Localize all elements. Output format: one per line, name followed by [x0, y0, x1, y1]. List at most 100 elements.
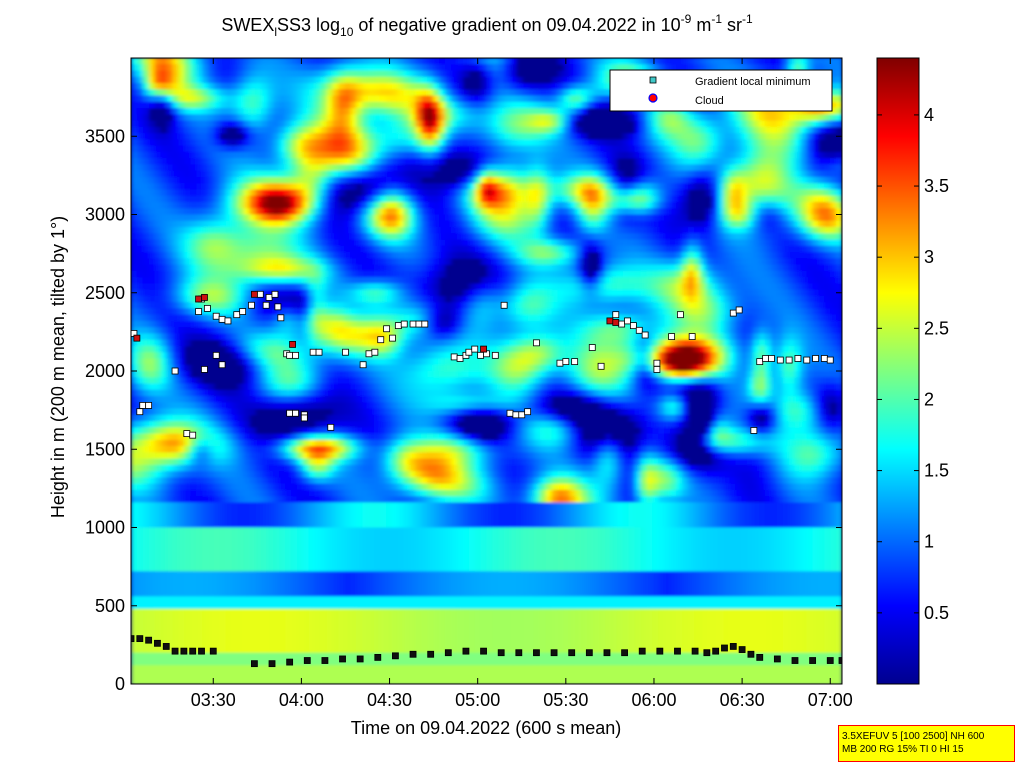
heatmap-cell	[723, 239, 731, 247]
heatmap-cell	[498, 264, 505, 272]
heatmap-cell	[646, 133, 653, 140]
heatmap-cell	[557, 89, 565, 97]
heatmap-cell	[314, 170, 322, 178]
heatmap-cell	[314, 145, 322, 153]
heatmap-cell	[492, 76, 499, 84]
heatmap-cell	[735, 258, 742, 266]
heatmap-cell	[800, 176, 808, 184]
heatmap-cell	[486, 145, 494, 153]
heatmap-cell	[646, 170, 653, 178]
heatmap-cell	[385, 320, 393, 328]
heatmap-cell	[445, 58, 452, 65]
heatmap-cell	[213, 158, 221, 166]
heatmap-cell	[136, 64, 144, 72]
heatmap-cell	[664, 158, 671, 166]
heatmap-cell	[616, 252, 624, 259]
heatmap-cell	[142, 170, 150, 178]
heatmap-cell	[166, 158, 174, 166]
heatmap-cell	[504, 126, 511, 134]
heatmap-cell	[616, 201, 624, 209]
heatmap-cell	[279, 139, 286, 147]
heatmap-cell	[516, 239, 523, 247]
heatmap-cell	[711, 176, 719, 184]
heatmap-cell	[249, 327, 257, 335]
heatmap-cell	[610, 258, 618, 266]
heatmap-cell	[415, 264, 422, 272]
heatmap-cell	[670, 283, 677, 291]
heatmap-cell	[605, 220, 612, 228]
heatmap-cell	[356, 164, 363, 172]
heatmap-cell	[474, 120, 482, 128]
heatmap-cell	[409, 120, 416, 128]
heatmap-cell	[296, 264, 304, 272]
heatmap-cell	[504, 183, 511, 191]
heatmap-cell	[308, 170, 316, 178]
heatmap-cell	[699, 170, 707, 178]
heatmap-cell	[261, 189, 268, 197]
heatmap-cell	[764, 208, 772, 216]
heatmap-cell	[302, 176, 310, 184]
heatmap-cell	[279, 58, 286, 65]
heatmap-cell	[794, 201, 802, 209]
heatmap-cell	[445, 239, 452, 247]
heatmap-cell	[818, 133, 825, 140]
heatmap-cell	[522, 214, 529, 222]
heatmap-cell	[575, 114, 582, 122]
heatmap-cell	[166, 252, 174, 259]
heatmap-cell	[379, 101, 387, 109]
heatmap-cell	[610, 58, 618, 65]
heatmap-cell	[184, 227, 191, 234]
heatmap-cell	[202, 227, 209, 234]
heatmap-cell	[522, 145, 529, 153]
heatmap-cell	[652, 277, 659, 284]
heatmap-cell	[522, 164, 529, 172]
heatmap-cell	[267, 308, 274, 316]
heatmap-cell	[812, 58, 819, 65]
heatmap-cell	[599, 58, 606, 65]
heatmap-cell	[533, 139, 541, 147]
heatmap-cell	[219, 201, 227, 209]
heatmap-cell	[723, 302, 731, 309]
heatmap-cell	[800, 151, 808, 159]
heatmap-cell	[397, 70, 405, 78]
heatmap-cell	[184, 195, 191, 203]
heatmap-cell	[131, 270, 138, 278]
heatmap-cell	[824, 208, 831, 216]
heatmap-cell	[131, 70, 138, 78]
heatmap-cell	[285, 189, 292, 197]
heatmap-cell	[741, 139, 748, 147]
heatmap-cell	[616, 227, 624, 234]
heatmap-cell	[237, 89, 245, 97]
heatmap-cell	[480, 101, 488, 109]
heatmap-cell	[308, 314, 316, 322]
heatmap-cell	[486, 201, 494, 209]
heatmap-cell	[154, 264, 162, 272]
heatmap-cell	[368, 133, 375, 140]
heatmap-cell	[527, 277, 535, 284]
heatmap-cell	[308, 239, 316, 247]
heatmap-cell	[320, 139, 328, 147]
heatmap-cell	[610, 270, 618, 278]
heatmap-cell	[593, 245, 600, 253]
heatmap-cell	[658, 114, 665, 122]
heatmap-cell	[800, 114, 808, 122]
heatmap-cell	[563, 258, 571, 266]
heatmap-cell	[806, 158, 813, 166]
heatmap-cell	[747, 214, 754, 222]
heatmap-cell	[131, 277, 138, 284]
heatmap-cell	[705, 158, 713, 166]
heatmap-cell	[711, 114, 719, 122]
heatmap-cell	[302, 195, 310, 203]
heatmap-cell	[699, 58, 707, 65]
heatmap-cell	[770, 133, 778, 140]
heatmap-cell	[824, 158, 831, 166]
heatmap-cell	[741, 208, 748, 216]
heatmap-cell	[450, 83, 458, 90]
heatmap-cell	[610, 283, 618, 291]
heatmap-cell	[178, 214, 185, 222]
heatmap-cell	[196, 277, 203, 284]
heatmap-cell	[373, 126, 381, 134]
heatmap-cell	[836, 320, 842, 328]
heatmap-cell	[599, 308, 606, 316]
heatmap-cell	[693, 258, 701, 266]
